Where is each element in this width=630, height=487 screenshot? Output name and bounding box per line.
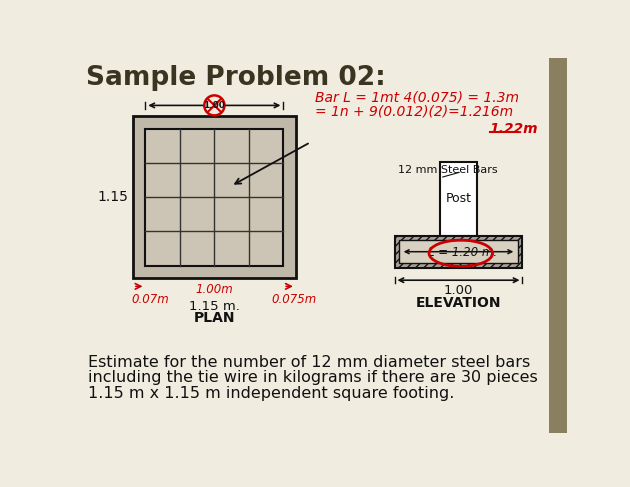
Text: L = 1.20 m.: L = 1.20 m. bbox=[428, 246, 497, 259]
Circle shape bbox=[204, 95, 224, 115]
Text: = 1n + 9(0.012)(2)=1.216m: = 1n + 9(0.012)(2)=1.216m bbox=[315, 105, 513, 119]
Text: 0.075m: 0.075m bbox=[272, 293, 317, 305]
Text: 1.22m: 1.22m bbox=[490, 122, 538, 135]
Text: Estimate for the number of 12 mm diameter steel bars: Estimate for the number of 12 mm diamete… bbox=[88, 355, 530, 370]
Bar bbox=[394, 236, 522, 268]
Text: 1.15 m.: 1.15 m. bbox=[189, 300, 240, 313]
Bar bbox=[146, 129, 284, 265]
Text: ELEVATION: ELEVATION bbox=[416, 296, 501, 310]
Text: 1.00: 1.00 bbox=[203, 101, 226, 110]
Text: Sample Problem 02:: Sample Problem 02: bbox=[86, 65, 386, 91]
Text: including the tie wire in kilograms if there are 30 pieces: including the tie wire in kilograms if t… bbox=[88, 370, 538, 385]
Text: Bar L = 1mt 4(0.075) = 1.3m: Bar L = 1mt 4(0.075) = 1.3m bbox=[315, 91, 519, 105]
Bar bbox=[549, 58, 567, 433]
Text: Post: Post bbox=[445, 192, 471, 206]
Text: 1.00m: 1.00m bbox=[195, 282, 233, 296]
Text: 0.07m: 0.07m bbox=[132, 293, 169, 305]
Text: PLAN: PLAN bbox=[193, 311, 235, 325]
Text: 1.15 m x 1.15 m independent square footing.: 1.15 m x 1.15 m independent square footi… bbox=[88, 386, 454, 401]
Bar bbox=[133, 116, 295, 278]
Text: 1.00: 1.00 bbox=[444, 284, 473, 297]
Text: 12 mm Steel Bars: 12 mm Steel Bars bbox=[398, 165, 498, 175]
Text: 1.15: 1.15 bbox=[98, 190, 129, 204]
Bar bbox=[399, 240, 518, 263]
Bar bbox=[440, 162, 477, 236]
